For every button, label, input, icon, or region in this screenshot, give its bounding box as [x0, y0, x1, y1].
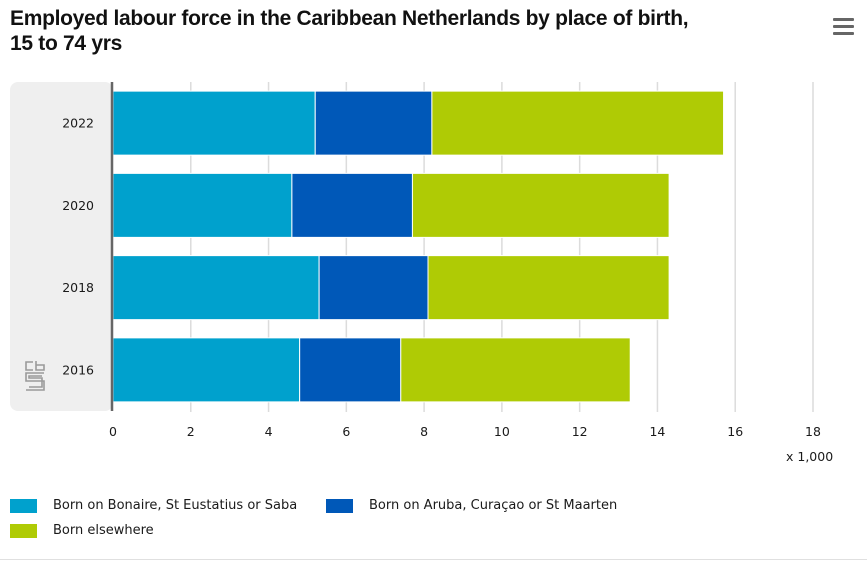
chart-title-line-2: 15 to 74 yrs	[10, 32, 122, 55]
legend-item-bonaire[interactable]: Born on Bonaire, St Eustatius or Saba	[10, 498, 297, 513]
legend-item-elsewhere[interactable]: Born elsewhere	[10, 523, 154, 538]
bar-segment[interactable]	[112, 172, 293, 238]
x-tick-label: 8	[420, 424, 428, 439]
x-tick-label: 18	[805, 424, 821, 439]
category-axis-panel	[10, 82, 113, 411]
x-tick-label: 4	[265, 424, 273, 439]
hamburger-menu-icon[interactable]	[830, 13, 857, 37]
bar-segment[interactable]	[427, 255, 670, 321]
legend-swatch	[10, 523, 37, 538]
menu-bar	[833, 32, 854, 35]
bottom-divider	[0, 559, 867, 560]
legend-label: Born elsewhere	[53, 523, 154, 538]
bar-segment[interactable]	[112, 255, 320, 321]
bar-segment[interactable]	[431, 90, 725, 156]
y-category-label: 2020	[62, 198, 94, 213]
chart-title-line-1: Employed labour force in the Caribbean N…	[10, 7, 689, 30]
y-category-label: 2022	[62, 116, 94, 131]
legend-label: Born on Bonaire, St Eustatius or Saba	[53, 498, 298, 513]
y-category-label: 2018	[62, 280, 94, 295]
legend-label: Born on Aruba, Curaçao or St Maarten	[369, 498, 618, 513]
y-category-label: 2016	[62, 362, 94, 377]
y-axis-labels: 2022 2020 2018 2016	[62, 116, 94, 378]
menu-bar	[833, 25, 854, 28]
bar-segment[interactable]	[400, 337, 631, 403]
x-tick-label: 16	[727, 424, 743, 439]
bar-segment[interactable]	[314, 90, 433, 156]
bar-segment[interactable]	[112, 90, 316, 156]
x-tick-label: 12	[572, 424, 588, 439]
bar-segment[interactable]	[318, 255, 429, 321]
bar-segment[interactable]	[291, 172, 413, 238]
legend-item-aruba[interactable]: Born on Aruba, Curaçao or St Maarten	[326, 498, 617, 513]
x-tick-label: 10	[494, 424, 510, 439]
x-axis-labels: 0 2 4 6 8 10 12 14 16 18	[109, 424, 821, 439]
menu-bar	[833, 18, 854, 21]
x-tick-label: 14	[649, 424, 665, 439]
bars	[112, 90, 725, 403]
legend-swatch	[10, 498, 37, 513]
bar-segment[interactable]	[299, 337, 402, 403]
bar-segment[interactable]	[112, 337, 301, 403]
chart-plot: 2022 2020 2018 2016 0 2 4 6 8 10 12 14 16 18	[10, 82, 821, 439]
legend-swatch	[326, 498, 353, 513]
x-axis-unit-label: x 1,000	[786, 449, 834, 464]
x-tick-label: 0	[109, 424, 117, 439]
cbs-logo-icon	[25, 361, 45, 391]
chart-title: Employed labour force in the Caribbean N…	[10, 6, 810, 56]
bar-segment[interactable]	[411, 172, 670, 238]
x-tick-label: 6	[342, 424, 350, 439]
x-tick-label: 2	[187, 424, 195, 439]
